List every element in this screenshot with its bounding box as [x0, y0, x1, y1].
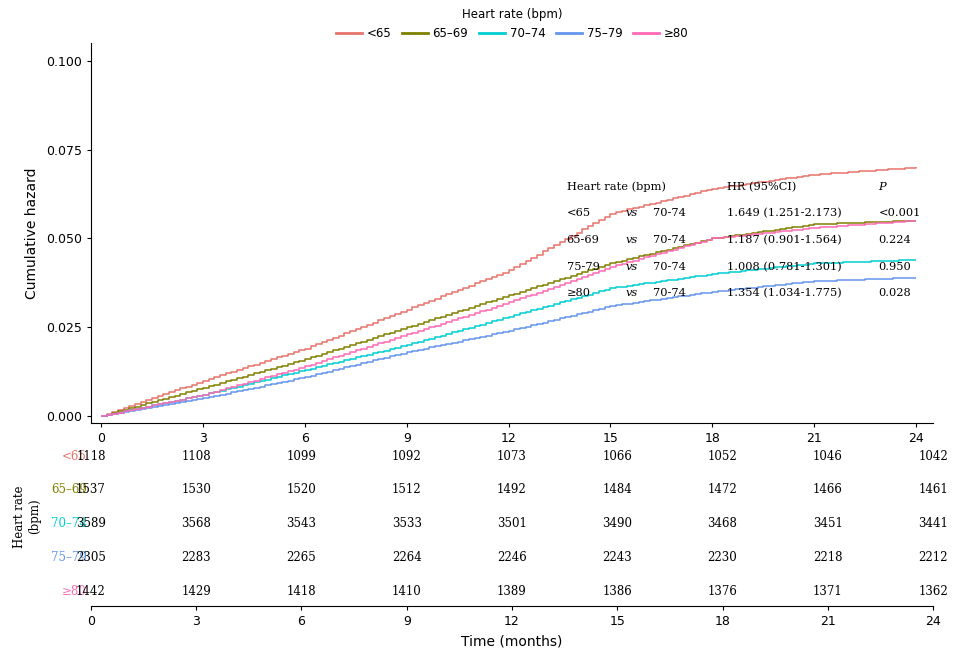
Text: 1046: 1046	[812, 449, 843, 463]
Legend: <65, 65–69, 70–74, 75–79, ≥80: <65, 65–69, 70–74, 75–79, ≥80	[331, 3, 693, 44]
Text: 2243: 2243	[602, 551, 633, 564]
Text: 1042: 1042	[918, 449, 948, 463]
Text: 1537: 1537	[76, 483, 106, 496]
Text: 2212: 2212	[919, 551, 947, 564]
Text: 1530: 1530	[181, 483, 211, 496]
Text: 2283: 2283	[182, 551, 211, 564]
Text: 1.649 (1.251-2.173): 1.649 (1.251-2.173)	[726, 209, 841, 218]
Text: 2264: 2264	[391, 551, 422, 564]
Y-axis label: Cumulative hazard: Cumulative hazard	[25, 167, 39, 299]
Text: 1418: 1418	[287, 585, 316, 598]
Text: 1386: 1386	[602, 585, 633, 598]
Text: 0.224: 0.224	[879, 235, 911, 245]
Text: 1.354 (1.034-1.775): 1.354 (1.034-1.775)	[726, 288, 841, 299]
Text: 1512: 1512	[392, 483, 421, 496]
Text: 0.950: 0.950	[879, 261, 911, 271]
Text: P: P	[879, 182, 886, 192]
Text: 75–79: 75–79	[51, 551, 87, 564]
Text: vs: vs	[626, 235, 638, 245]
Text: 1492: 1492	[497, 483, 527, 496]
Text: 1484: 1484	[602, 483, 633, 496]
Text: 1066: 1066	[602, 449, 633, 463]
Text: 1376: 1376	[707, 585, 738, 598]
Text: <65: <65	[62, 449, 87, 463]
Text: 0.028: 0.028	[879, 288, 911, 299]
Text: <65: <65	[567, 209, 590, 218]
Text: 70-74: 70-74	[654, 235, 686, 245]
Text: 3589: 3589	[76, 517, 106, 530]
Text: 1108: 1108	[182, 449, 211, 463]
Text: 70-74: 70-74	[654, 261, 686, 271]
Text: Heart rate (bpm): Heart rate (bpm)	[567, 182, 666, 193]
Text: 3543: 3543	[286, 517, 317, 530]
X-axis label: Time (months): Time (months)	[461, 635, 563, 649]
Text: 1.187 (0.901-1.564): 1.187 (0.901-1.564)	[726, 235, 841, 246]
Text: 70–74: 70–74	[51, 517, 87, 530]
Text: vs: vs	[626, 261, 638, 271]
Text: 1052: 1052	[707, 449, 738, 463]
Text: 1099: 1099	[286, 449, 317, 463]
Text: 1442: 1442	[76, 585, 106, 598]
Text: 1389: 1389	[497, 585, 527, 598]
Text: 2265: 2265	[286, 551, 317, 564]
Text: 65-69: 65-69	[567, 235, 600, 245]
Text: vs: vs	[626, 288, 638, 299]
Text: Heart rate
(bpm): Heart rate (bpm)	[12, 485, 41, 547]
Text: 1073: 1073	[497, 449, 527, 463]
Text: 3468: 3468	[707, 517, 738, 530]
Text: 1.008 (0.781-1.301): 1.008 (0.781-1.301)	[726, 261, 841, 272]
Text: <0.001: <0.001	[879, 209, 921, 218]
Text: 3568: 3568	[181, 517, 211, 530]
Text: 3441: 3441	[918, 517, 948, 530]
Text: ≥80: ≥80	[567, 288, 590, 299]
Text: 65–69: 65–69	[51, 483, 87, 496]
Text: 3490: 3490	[602, 517, 633, 530]
Text: 70-74: 70-74	[654, 209, 686, 218]
Text: 75-79: 75-79	[567, 261, 600, 271]
Text: 2218: 2218	[813, 551, 842, 564]
Text: 1461: 1461	[918, 483, 948, 496]
Text: vs: vs	[626, 209, 638, 218]
Text: 2246: 2246	[497, 551, 527, 564]
Text: 1466: 1466	[812, 483, 843, 496]
Text: 1410: 1410	[391, 585, 422, 598]
Text: HR (95%CI): HR (95%CI)	[726, 182, 796, 192]
Text: 2305: 2305	[76, 551, 106, 564]
Text: 1092: 1092	[391, 449, 422, 463]
Text: 1472: 1472	[707, 483, 738, 496]
Text: 3451: 3451	[812, 517, 843, 530]
Text: 70-74: 70-74	[654, 288, 686, 299]
Text: 1362: 1362	[918, 585, 948, 598]
Text: 1371: 1371	[812, 585, 843, 598]
Text: 3501: 3501	[497, 517, 527, 530]
Text: 3533: 3533	[391, 517, 422, 530]
Text: ≥80: ≥80	[62, 585, 87, 598]
Text: 2230: 2230	[707, 551, 738, 564]
Text: 1118: 1118	[77, 449, 105, 463]
Text: 1520: 1520	[286, 483, 317, 496]
Text: 1429: 1429	[181, 585, 211, 598]
